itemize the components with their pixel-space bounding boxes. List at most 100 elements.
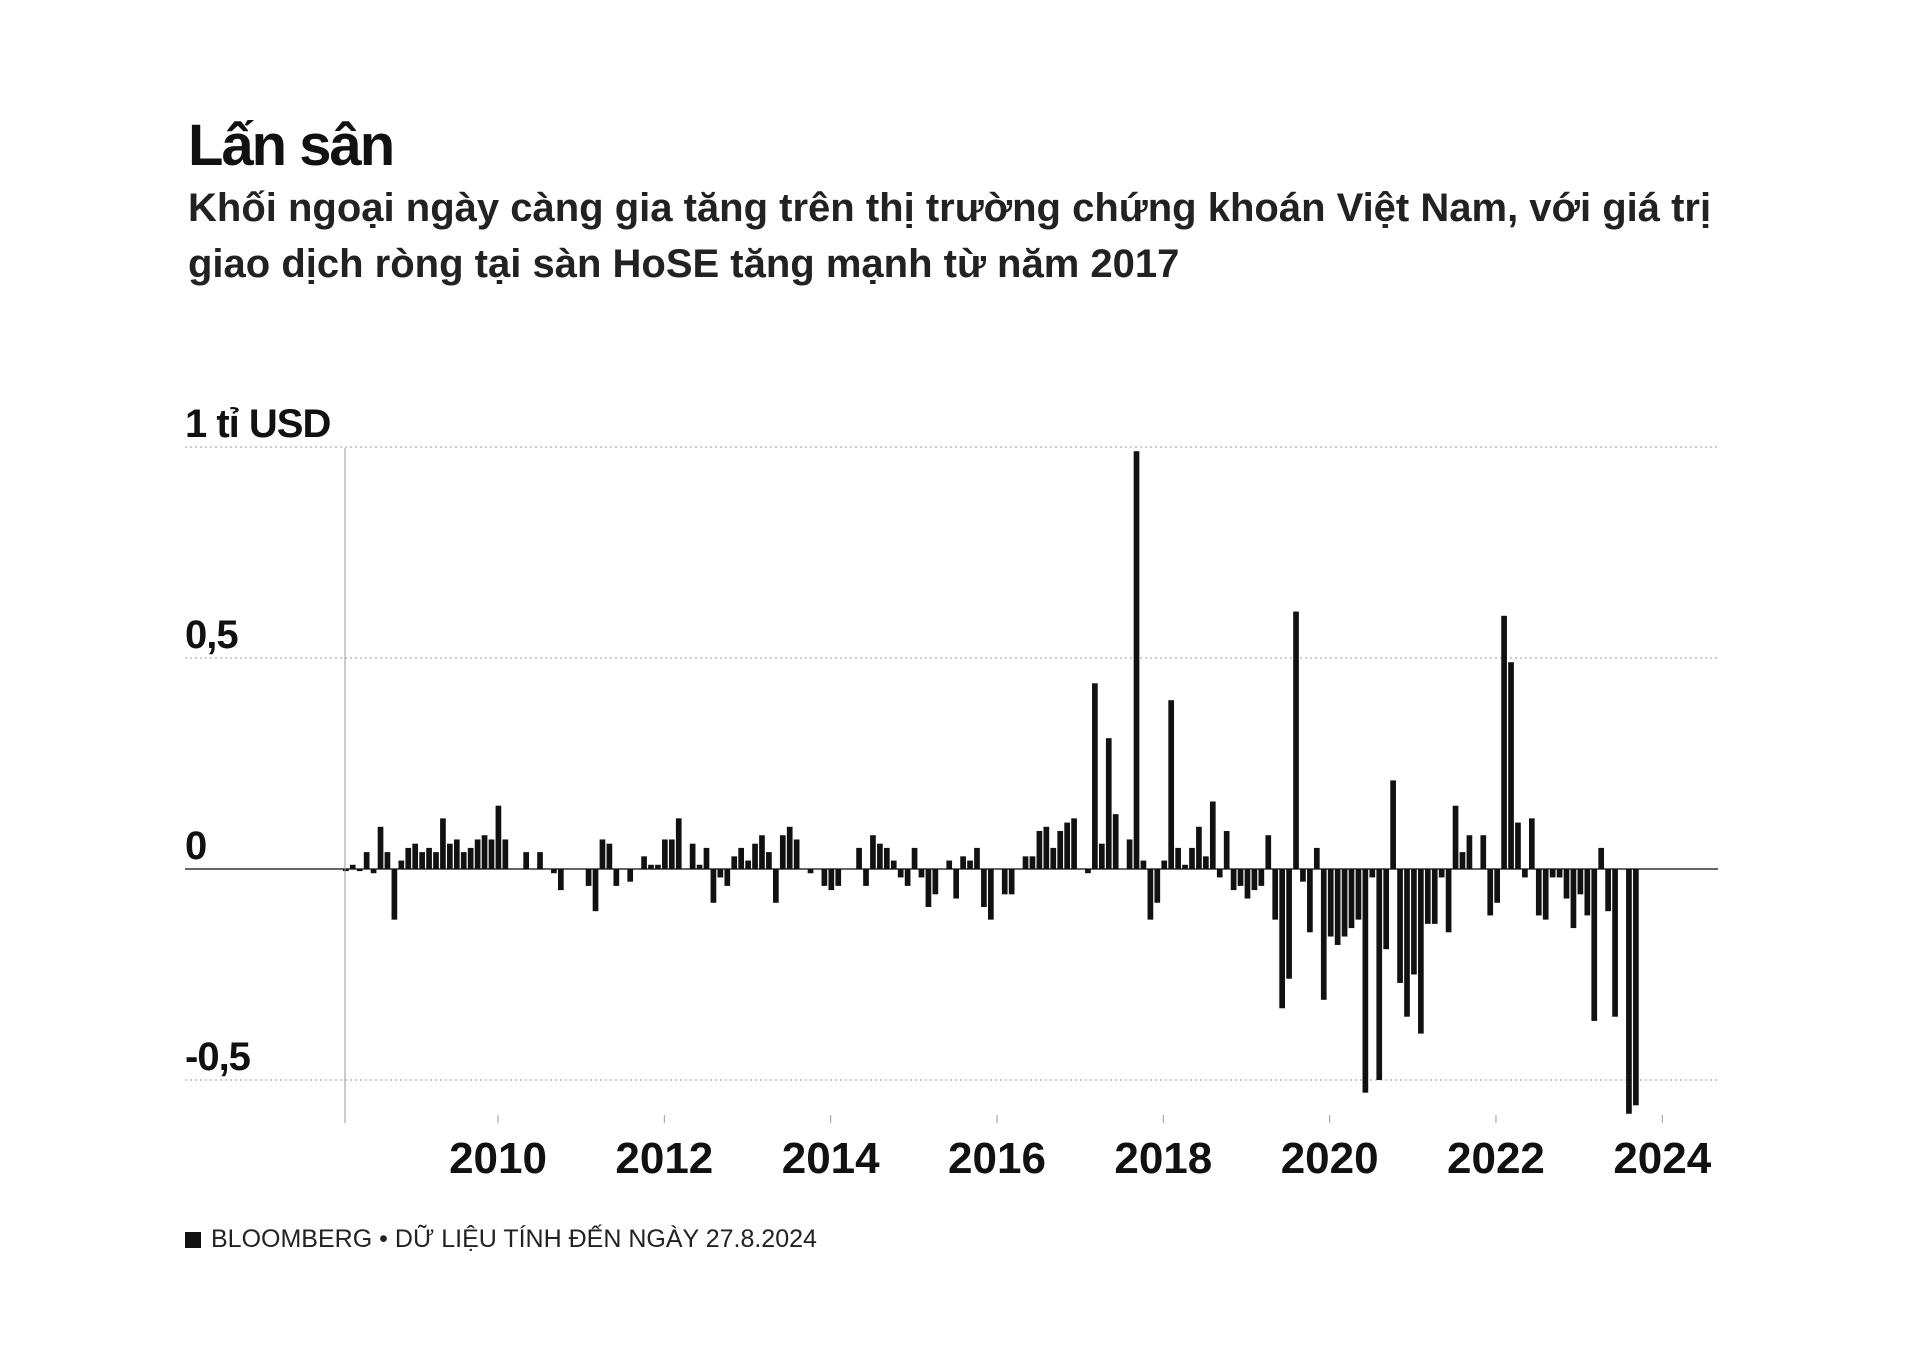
bar	[398, 860, 405, 869]
x-tick-label: 2022	[1447, 1134, 1545, 1183]
bar	[1494, 869, 1500, 903]
bar	[925, 869, 932, 907]
bar	[1230, 869, 1237, 891]
bar	[766, 852, 772, 869]
bar	[1480, 835, 1487, 869]
bar	[724, 869, 731, 886]
bar	[1279, 869, 1285, 1009]
bar	[551, 869, 557, 874]
bar	[1466, 835, 1473, 869]
bar	[1348, 869, 1355, 929]
bar	[1105, 738, 1112, 869]
x-tick-label: 2020	[1281, 1134, 1379, 1183]
bar	[426, 847, 432, 869]
bar	[613, 869, 620, 886]
bar	[807, 869, 814, 874]
bar	[627, 869, 634, 882]
bar	[1570, 869, 1577, 929]
bar	[675, 818, 682, 869]
bar	[523, 852, 530, 869]
bar	[717, 869, 724, 878]
bar	[1022, 856, 1029, 869]
bar	[1577, 869, 1584, 895]
bar	[1452, 805, 1459, 869]
bar	[1404, 869, 1410, 1017]
bar	[405, 847, 412, 869]
bar	[1209, 801, 1216, 869]
x-tick-label: 2018	[1114, 1134, 1212, 1183]
bar	[349, 864, 356, 869]
bar	[370, 869, 377, 874]
bar	[488, 839, 495, 869]
bar	[779, 835, 786, 869]
bar	[1244, 869, 1251, 899]
bar	[974, 847, 980, 869]
bar	[1203, 856, 1209, 869]
bar	[1605, 869, 1611, 912]
bar	[412, 843, 419, 869]
bar	[460, 852, 467, 869]
bar	[1258, 869, 1265, 886]
bar	[897, 869, 904, 878]
bar	[890, 860, 897, 869]
bar	[1459, 852, 1466, 869]
bar	[1334, 869, 1341, 945]
bar	[1501, 615, 1507, 869]
bars-layer	[342, 451, 1639, 1114]
bar	[1411, 869, 1417, 975]
bar	[1272, 869, 1279, 920]
y-tick-label: 0,5	[185, 613, 238, 657]
bar	[1320, 869, 1327, 1000]
bar	[759, 835, 765, 869]
x-tick-label: 2010	[449, 1134, 547, 1183]
bar	[1362, 869, 1369, 1093]
bar	[786, 826, 793, 869]
axis-layer: 1 tỉ USD 0,5 0 -0,5 2010 2012 2014 2016 2018 2020…	[185, 402, 1712, 1183]
bar	[1036, 831, 1043, 869]
bar	[911, 847, 918, 869]
bar	[1313, 847, 1320, 869]
bar	[592, 869, 599, 912]
bar	[648, 864, 654, 869]
bar	[988, 869, 994, 920]
bar	[1445, 869, 1452, 933]
x-tick-label: 2024	[1613, 1134, 1711, 1183]
bar	[1265, 835, 1272, 869]
bar	[981, 869, 987, 907]
bar	[1098, 843, 1105, 869]
bar	[1591, 869, 1598, 1021]
bar	[1293, 611, 1299, 869]
bar	[1542, 869, 1549, 920]
bar	[904, 869, 911, 886]
x-tick-label: 2012	[615, 1134, 713, 1183]
bar	[710, 869, 717, 903]
bar	[863, 869, 869, 886]
bar	[689, 843, 696, 869]
bar	[731, 856, 738, 869]
bar	[1487, 869, 1494, 916]
bar	[1626, 869, 1632, 1114]
bar	[1196, 826, 1202, 869]
bar	[1424, 869, 1431, 924]
bar	[668, 839, 675, 869]
bar-chart: 1 tỉ USD 0,5 0 -0,5 2010 2012 2014 2016 2018 2020…	[185, 402, 1718, 1183]
bar	[474, 839, 481, 869]
bar	[1397, 869, 1403, 983]
bar	[1008, 869, 1015, 895]
bar	[419, 852, 425, 869]
bar	[662, 839, 668, 869]
bar	[342, 869, 349, 872]
bar	[1286, 869, 1292, 979]
bar	[1431, 869, 1438, 924]
footer-source: BLOOMBERG • DỮ LIỆU TÍNH ĐẾN NGÀY 27.8.2…	[185, 1225, 817, 1254]
bar	[1535, 869, 1542, 916]
bar	[377, 826, 384, 869]
bar	[433, 852, 439, 869]
bar	[1050, 847, 1057, 869]
bar	[1216, 869, 1223, 878]
bar	[1341, 869, 1348, 937]
bar	[1029, 856, 1036, 869]
bar	[1549, 869, 1556, 878]
bar	[1071, 818, 1077, 869]
bar	[655, 864, 661, 869]
